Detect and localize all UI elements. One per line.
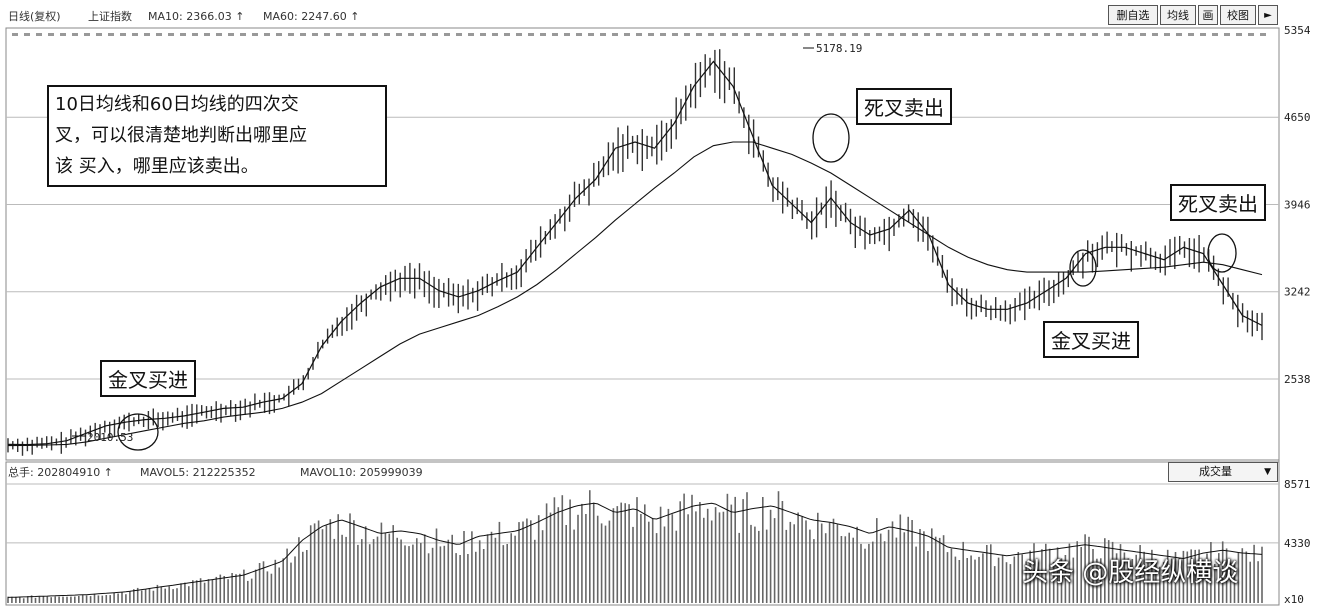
- price-tick-label: 3946: [1284, 198, 1311, 211]
- indicator-select[interactable]: 成交量 ▼: [1168, 462, 1278, 482]
- volume-multiplier: x10: [1284, 593, 1304, 606]
- ma60-line: [7, 141, 1263, 447]
- golden-cross-label-1: 金叉买进: [100, 360, 196, 397]
- volume-readout: 总手: 202804910 ↑: [8, 465, 113, 479]
- volume-panel: [5, 461, 1280, 606]
- note-line-3: 该 买入，哪里应该卖出。: [55, 156, 259, 177]
- volume-tick-label: 8571: [1284, 478, 1311, 491]
- golden-cross-circle-2: [1069, 249, 1097, 287]
- draw-button[interactable]: 画: [1198, 5, 1218, 25]
- note-line-2: 叉，可以很清楚地判断出哪里应: [55, 125, 307, 146]
- volume-bars: [7, 490, 1263, 603]
- volume-axis: 8571 4330: [1284, 478, 1311, 550]
- volume-ma-line: [7, 502, 1263, 598]
- chart-view-button[interactable]: 校图: [1220, 5, 1256, 25]
- low-label: 2010.53: [87, 431, 133, 444]
- watermark: 头条 @股经纵横谈: [1022, 558, 1239, 588]
- index-name: 上证指数: [88, 9, 132, 23]
- death-cross-label-2: 死叉卖出: [1170, 184, 1266, 221]
- golden-cross-circle-1: [117, 413, 159, 451]
- golden-cross-label-2: 金叉买进: [1043, 321, 1139, 358]
- price-tick-label: 3242: [1284, 286, 1311, 299]
- peak-label: 5178.19: [816, 42, 862, 55]
- price-axis: 5354 4650 3946 3242 2538: [1284, 24, 1311, 386]
- price-tick-label: 2538: [1284, 373, 1311, 386]
- date-scale-strip: [12, 33, 1266, 36]
- remove-watchlist-button[interactable]: 删自选: [1108, 5, 1158, 25]
- price-tick-label: 5354: [1284, 24, 1311, 37]
- indicator-select-value: 成交量: [1199, 465, 1232, 478]
- ma10-readout: MA10: 2366.03 ↑: [148, 10, 244, 23]
- volume-tick-label: 4330: [1284, 537, 1311, 550]
- price-tick-label: 4650: [1284, 111, 1311, 124]
- mavol5-readout: MAVOL5: 212225352: [140, 466, 256, 479]
- price-grid: [6, 116, 1279, 380]
- ma60-readout: MA60: 2247.60 ↑: [263, 10, 359, 23]
- volume-grid: [6, 483, 1279, 544]
- death-cross-circle-1: [812, 113, 850, 163]
- ma10-line: [7, 60, 1263, 446]
- death-cross-circle-2: [1207, 233, 1237, 273]
- arrow-right-icon[interactable]: ►: [1258, 5, 1278, 25]
- ma-settings-button[interactable]: 均线: [1160, 5, 1196, 25]
- chevron-down-icon: ▼: [1264, 467, 1271, 477]
- mavol10-readout: MAVOL10: 205999039: [300, 466, 423, 479]
- note-line-1: 10日均线和60日均线的四次交: [55, 94, 299, 115]
- note-box: 10日均线和60日均线的四次交 叉，可以很清楚地判断出哪里应 该 买入，哪里应该…: [47, 85, 387, 187]
- death-cross-label-1: 死叉卖出: [856, 88, 952, 125]
- period-label: 日线(复权): [8, 9, 61, 23]
